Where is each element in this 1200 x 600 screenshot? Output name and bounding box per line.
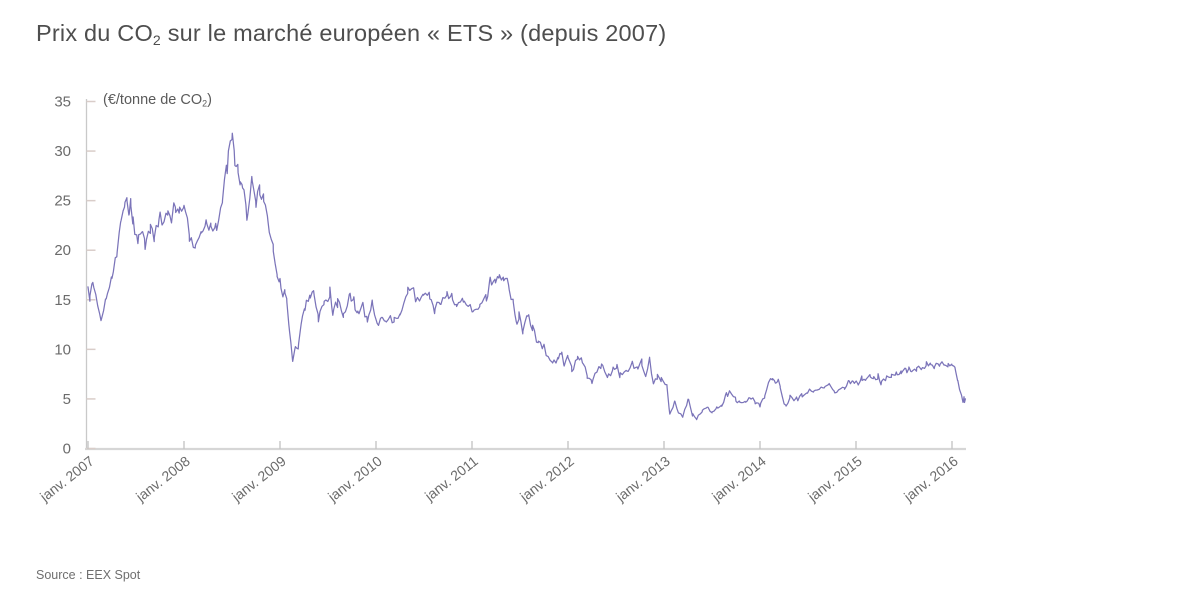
page-title: Prix du CO2 sur le marché européen « ETS…	[36, 20, 666, 48]
x-tick-label: janv. 2014	[708, 453, 769, 505]
x-tick-label: janv. 2010	[324, 453, 385, 505]
x-tick-label: janv. 2007	[36, 453, 97, 505]
y-tick-label: 25	[54, 193, 71, 210]
unit-part1: (€/tonne de CO	[103, 92, 203, 108]
y-axis-unit-label: (€/tonne de CO2)	[103, 92, 212, 109]
x-tick-label: janv. 2012	[516, 453, 577, 505]
x-tick-label: janv. 2016	[900, 453, 961, 505]
y-tick-label: 0	[63, 441, 71, 458]
x-tick-label: janv. 2011	[421, 453, 481, 505]
unit-part2: )	[207, 92, 212, 108]
source-note: Source : EEX Spot	[36, 568, 141, 582]
x-tick-label: janv. 2008	[132, 453, 193, 505]
unit-subscript: 2	[202, 98, 208, 109]
x-tick-label: janv. 2015	[804, 453, 865, 505]
y-tick-label: 5	[63, 391, 71, 408]
x-tick-label: janv. 2009	[228, 453, 289, 505]
title-part1: Prix du CO	[36, 20, 153, 46]
title-part2: sur le marché européen « ETS » (depuis 2…	[160, 20, 667, 46]
price-line	[87, 132, 967, 421]
y-tick-label: 20	[54, 242, 71, 259]
y-tick-label: 35	[54, 94, 71, 111]
y-tick-label: 10	[54, 341, 71, 358]
x-tick-label: janv. 2013	[612, 453, 673, 505]
y-tick-label: 30	[54, 143, 71, 160]
y-tick-label: 15	[54, 292, 71, 309]
title-subscript: 2	[152, 31, 161, 48]
